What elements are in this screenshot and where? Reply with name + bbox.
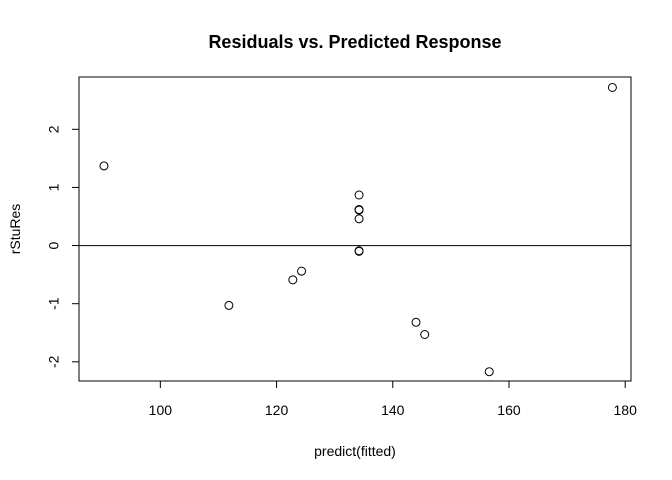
y-tick-label: 2 [46, 125, 62, 133]
x-tick-label: 180 [614, 402, 638, 418]
data-points [99, 82, 617, 377]
x-tick-label: 100 [149, 402, 173, 418]
x-tick-label: 120 [265, 402, 289, 418]
data-point [354, 190, 364, 200]
data-point [99, 161, 109, 171]
data-point [484, 367, 494, 377]
data-point [288, 275, 298, 285]
chart-title: Residuals vs. Predicted Response [208, 32, 501, 52]
x-axis-label: predict(fitted) [314, 443, 396, 459]
x-axis: 100 120 140 160 180 [149, 380, 638, 418]
y-axis: -2 -1 0 1 2 [46, 125, 80, 368]
plot-frame [78, 76, 632, 382]
x-tick-label: 160 [497, 402, 521, 418]
data-point [354, 214, 364, 224]
data-point [354, 246, 364, 256]
y-tick-label: 0 [46, 241, 62, 249]
y-axis-label: rStuRes [7, 204, 23, 255]
y-tick-label: -2 [46, 355, 62, 368]
x-tick-label: 140 [381, 402, 405, 418]
data-point [224, 300, 234, 310]
data-point [411, 317, 421, 327]
data-point [607, 82, 617, 92]
y-tick-label: -1 [46, 297, 62, 310]
data-point [297, 266, 307, 276]
data-point [354, 205, 364, 215]
data-point [420, 329, 430, 339]
y-tick-label: 1 [46, 183, 62, 191]
